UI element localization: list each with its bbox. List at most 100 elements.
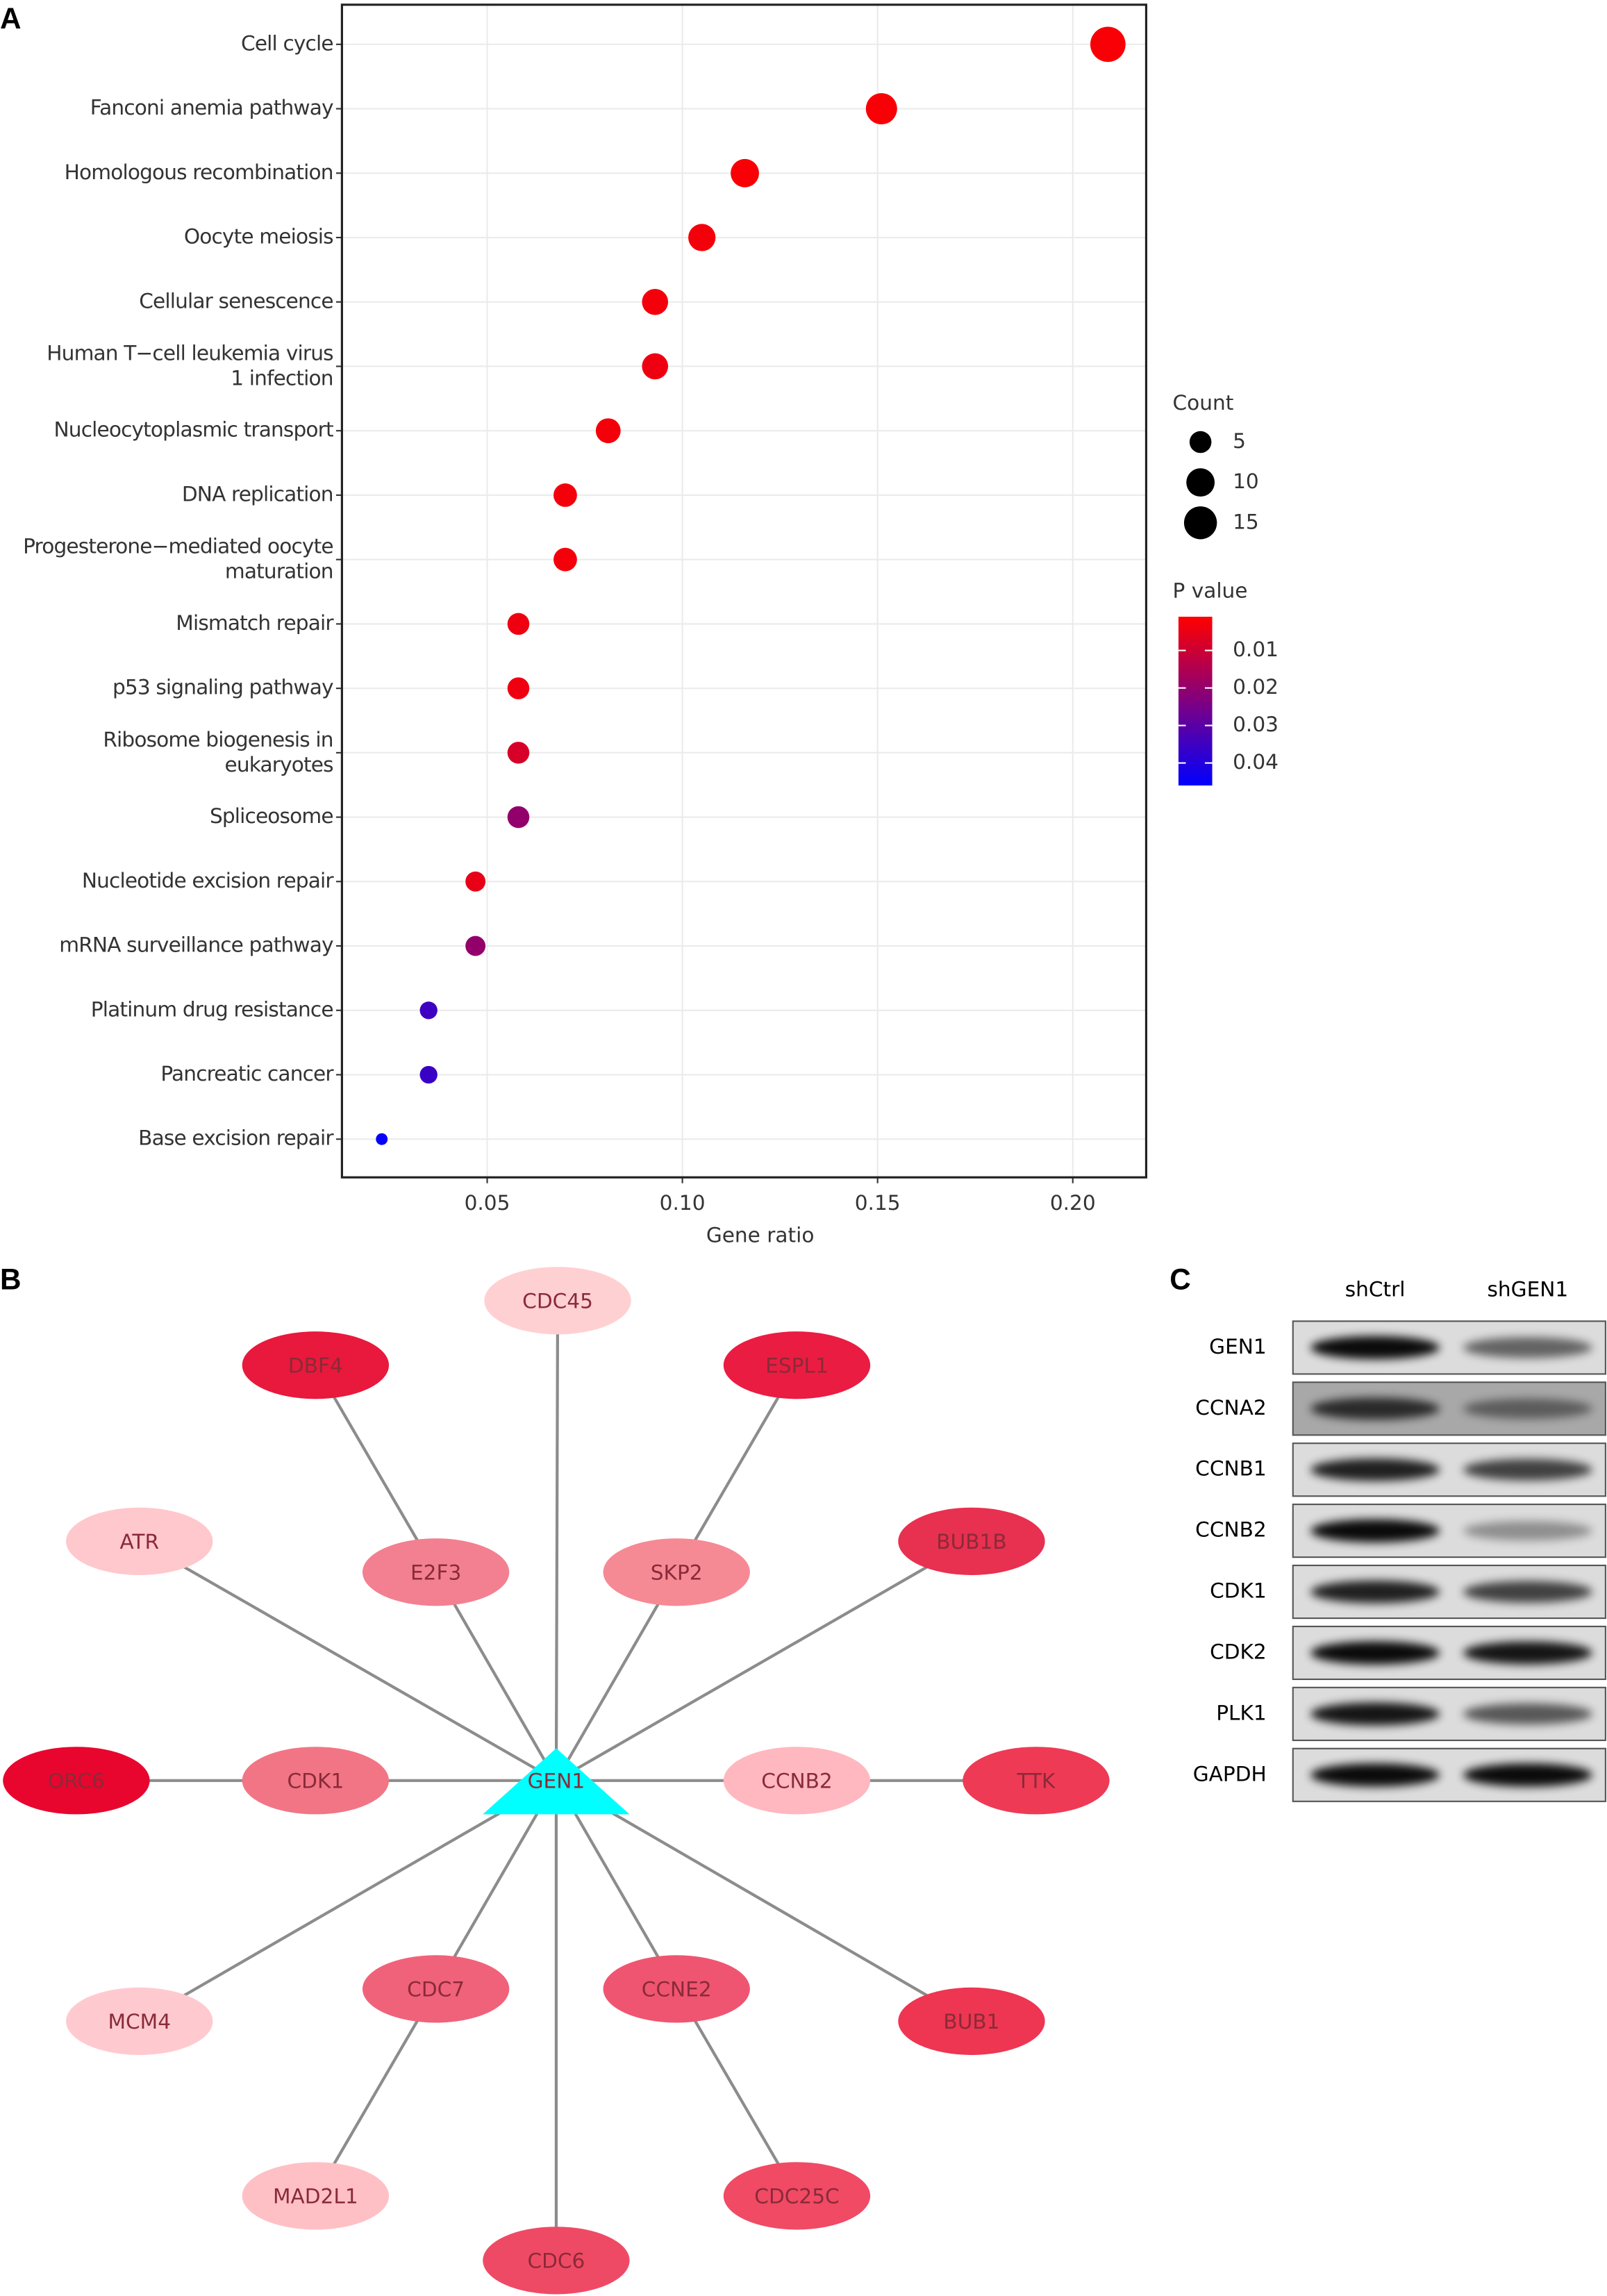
- blot-band: [1310, 1641, 1440, 1665]
- blot-band: [1310, 1580, 1440, 1604]
- size-legend-label: 5: [1233, 429, 1246, 453]
- y-tick-label: DNA replication: [182, 482, 333, 506]
- x-tick-label: 0.20: [1050, 1191, 1096, 1215]
- y-tick-label: Nucleocytoplasmic transport: [54, 418, 333, 442]
- color-tick-label: 0.02: [1233, 675, 1279, 699]
- y-tick-label: Platinum drug resistance: [91, 997, 333, 1021]
- dot: [688, 224, 716, 251]
- blot-band: [1463, 1398, 1592, 1419]
- y-tick-label: p53 signaling pathway: [113, 676, 333, 699]
- gene-node: [723, 2162, 871, 2230]
- panel-label: C: [1169, 1263, 1191, 1295]
- node-label: TTK: [1016, 1769, 1056, 1792]
- gene-node: [66, 1987, 213, 2055]
- dot: [419, 1001, 438, 1020]
- blot-band: [1310, 1702, 1440, 1726]
- color-legend-title: P value: [1172, 579, 1247, 603]
- node-label: CDC25C: [754, 2184, 839, 2208]
- network-edge: [314, 1988, 438, 2197]
- color-bar: [1178, 617, 1213, 786]
- node-label: CDC6: [527, 2249, 585, 2272]
- network-edge: [555, 1571, 678, 1781]
- node-label: MCM4: [108, 2010, 172, 2033]
- y-tick-label: mRNA surveillance pathway: [59, 933, 333, 957]
- network-edge: [675, 1988, 799, 2197]
- node-label: BUB1: [943, 2010, 999, 2033]
- gene-node: [603, 1538, 750, 1606]
- size-legend-title: Count: [1172, 391, 1233, 415]
- node-label: GEN1: [528, 1769, 585, 1792]
- dot: [553, 547, 577, 572]
- color-tick-label: 0.01: [1233, 638, 1279, 661]
- y-tick-label: Progesterone−mediated oocyte maturation: [23, 534, 333, 583]
- blot-band: [1463, 1763, 1592, 1787]
- gene-node: [723, 1331, 871, 1399]
- panel-label: B: [0, 1263, 22, 1295]
- dot: [642, 353, 669, 380]
- y-tick-label: Pancreatic cancer: [160, 1062, 334, 1085]
- dot: [507, 677, 530, 699]
- dot: [419, 1065, 438, 1084]
- gene-node: [723, 1747, 871, 1815]
- dot: [731, 158, 759, 188]
- y-tick-label: Mismatch repair: [176, 611, 334, 635]
- panel-label: A: [0, 2, 22, 35]
- x-tick-label: 0.10: [660, 1191, 706, 1215]
- blot-band: [1463, 1458, 1592, 1481]
- network-edge: [314, 1364, 438, 1573]
- color-tick-label: 0.04: [1233, 750, 1279, 774]
- node-label: SKP2: [651, 1561, 703, 1584]
- gene-node: [66, 1507, 213, 1575]
- blot-row-label: CCNB2: [1195, 1518, 1267, 1542]
- blot-column-label: shCtrl: [1345, 1277, 1406, 1301]
- gene-node: [603, 1955, 750, 2023]
- gene-node: [484, 1267, 631, 1335]
- blot-column-label: shGEN1: [1488, 1277, 1569, 1301]
- dot: [465, 871, 486, 892]
- blot-row-label: PLK1: [1216, 1701, 1267, 1724]
- network-edge: [434, 1571, 558, 1781]
- network-edge: [555, 1540, 973, 1782]
- blot-band: [1463, 1703, 1592, 1725]
- node-label: ESPL1: [765, 1354, 829, 1377]
- blot-band: [1463, 1337, 1592, 1358]
- dot: [865, 93, 897, 125]
- dot: [1090, 26, 1126, 63]
- node-label: CDK1: [288, 1769, 344, 1792]
- network-edge: [675, 1364, 799, 1573]
- y-tick-label: Ribosome biogenesis in eukaryotes: [103, 727, 333, 776]
- y-tick-label: Cellular senescence: [139, 289, 333, 313]
- dot: [507, 613, 530, 635]
- gene-node: [3, 1747, 150, 1815]
- dot: [642, 288, 669, 315]
- network-edge: [138, 1540, 557, 1782]
- node-label: CCNB2: [761, 1769, 833, 1792]
- blot-band: [1310, 1519, 1440, 1542]
- blot-row-label: CDK1: [1210, 1579, 1267, 1603]
- dot: [553, 483, 577, 507]
- blot-row-label: CCNB1: [1195, 1457, 1267, 1481]
- node-label: CDC7: [407, 1978, 465, 2002]
- network-edge: [555, 1779, 973, 2023]
- gene-node: [362, 1955, 510, 2023]
- x-tick-label: 0.05: [465, 1191, 510, 1215]
- node-label: DBF4: [288, 1354, 343, 1377]
- size-legend-label: 15: [1233, 510, 1259, 533]
- y-tick-label: Oocyte meiosis: [184, 225, 333, 249]
- size-legend-dot: [1186, 468, 1215, 497]
- y-tick-label: Cell cycle: [241, 31, 333, 55]
- plot-border: [340, 3, 1148, 1179]
- dot: [595, 418, 621, 444]
- blot-band: [1463, 1520, 1592, 1541]
- gene-node: [483, 2227, 630, 2295]
- y-tick-label: Spliceosome: [210, 804, 333, 828]
- blot-row-label: CDK2: [1210, 1640, 1267, 1663]
- color-tick-label: 0.03: [1233, 713, 1279, 736]
- y-tick-label: Homologous recombination: [65, 160, 333, 184]
- node-label: E2F3: [410, 1561, 461, 1584]
- blot-band: [1310, 1397, 1440, 1420]
- size-legend-dot: [1189, 431, 1212, 454]
- dot: [465, 935, 486, 956]
